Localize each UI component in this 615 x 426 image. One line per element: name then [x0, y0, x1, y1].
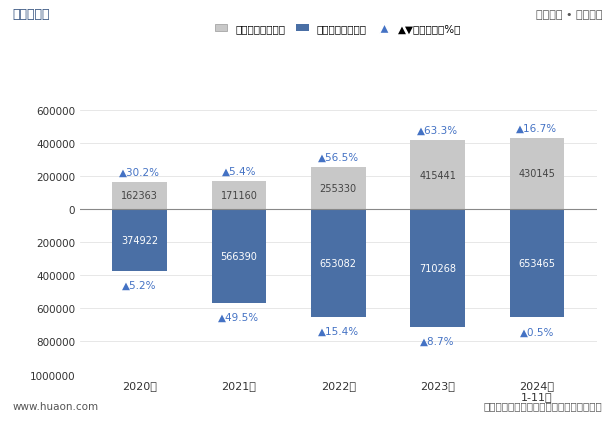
- Text: 255330: 255330: [320, 183, 357, 193]
- Text: ▲0.5%: ▲0.5%: [520, 326, 554, 337]
- Bar: [410, 141, 465, 210]
- Text: ▲15.4%: ▲15.4%: [318, 326, 359, 337]
- Text: 专业严谨 • 客观科学: 专业严谨 • 客观科学: [536, 10, 603, 20]
- Text: ▲30.2%: ▲30.2%: [119, 168, 160, 178]
- Text: 2020-2024年11月海口市商品收发货人所在地进、出口额: 2020-2024年11月海口市商品收发货人所在地进、出口额: [151, 46, 464, 64]
- Legend: 出口额（万美元）, 进口额（万美元）, ▲▼同比增长（%）: 出口额（万美元）, 进口额（万美元）, ▲▼同比增长（%）: [211, 20, 466, 38]
- Text: ▲5.4%: ▲5.4%: [221, 166, 256, 176]
- Text: ▲5.2%: ▲5.2%: [122, 280, 157, 291]
- Text: 430145: 430145: [518, 169, 555, 179]
- Text: 数据来源：中国海关，华经产业研究院整理: 数据来源：中国海关，华经产业研究院整理: [484, 400, 603, 411]
- Text: ▲49.5%: ▲49.5%: [218, 312, 260, 322]
- Text: ▲56.5%: ▲56.5%: [318, 152, 359, 162]
- Bar: [311, 210, 365, 317]
- Text: ▲8.7%: ▲8.7%: [420, 336, 455, 346]
- Bar: [113, 183, 167, 210]
- Bar: [113, 210, 167, 271]
- Bar: [311, 167, 365, 210]
- Text: 710268: 710268: [419, 263, 456, 273]
- Text: www.huaon.com: www.huaon.com: [12, 400, 98, 411]
- Text: ▲16.7%: ▲16.7%: [517, 124, 558, 133]
- Bar: [212, 181, 266, 210]
- Text: 653082: 653082: [320, 259, 357, 268]
- Bar: [212, 210, 266, 303]
- Bar: [410, 210, 465, 327]
- Bar: [510, 138, 565, 210]
- Text: 566390: 566390: [220, 251, 257, 261]
- Text: 162363: 162363: [121, 191, 158, 201]
- Text: 171160: 171160: [220, 190, 257, 200]
- Text: 华经情报网: 华经情报网: [12, 9, 50, 21]
- Bar: [510, 210, 565, 317]
- Text: 415441: 415441: [419, 170, 456, 180]
- Text: 374922: 374922: [121, 236, 158, 245]
- Text: ▲63.3%: ▲63.3%: [417, 126, 458, 136]
- Text: 653465: 653465: [518, 259, 555, 268]
